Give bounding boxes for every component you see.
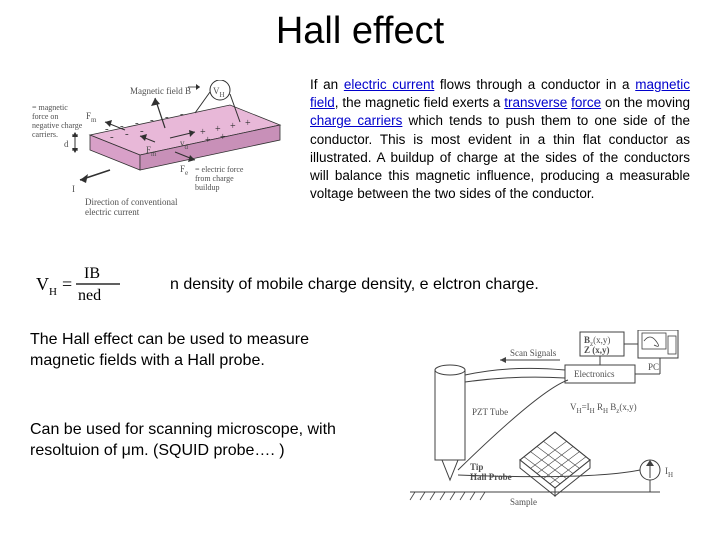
scanning-setup-diagram: Bz(x,y) Z (x,y) Scan Signals Electronics… (390, 330, 690, 510)
svg-text:carriers.: carriers. (32, 130, 58, 139)
svg-text:IB: IB (84, 265, 100, 282)
svg-text:VH: VH (36, 274, 57, 298)
term-link[interactable]: charge carriers (310, 113, 402, 128)
term-link[interactable]: force (571, 95, 601, 110)
svg-text:+: + (245, 118, 251, 129)
svg-text:+: + (205, 135, 211, 146)
formula-caption: n density of mobile charge density, e el… (170, 276, 539, 294)
svg-text:Hall Probe: Hall Probe (470, 472, 512, 482)
svg-text:-: - (120, 120, 124, 132)
hall-diagram: d --- --- --- +++ +++ Magnetic field B V… (30, 80, 300, 225)
svg-text:Fe: Fe (180, 164, 188, 177)
svg-text:=: = (62, 274, 72, 294)
svg-text:-: - (180, 108, 184, 120)
scanning-text: Can be used for scanning microscope, wit… (30, 420, 360, 462)
svg-text:VH=IH RH Bz(x,y): VH=IH RH Bz(x,y) (570, 402, 637, 415)
page-title: Hall effect (0, 10, 720, 53)
hall-probe-text: The Hall effect can be used to measure m… (30, 330, 360, 372)
svg-text:+: + (220, 132, 226, 143)
svg-text:I: I (72, 184, 75, 194)
svg-text:IH: IH (665, 466, 673, 479)
svg-text:buildup: buildup (195, 183, 219, 192)
svg-text:-: - (125, 128, 129, 140)
svg-text:= electric force: = electric force (195, 165, 244, 174)
svg-text:Magnetic field B: Magnetic field B (130, 86, 191, 96)
term-link[interactable]: electric current (344, 77, 434, 92)
svg-text:Scan Signals: Scan Signals (510, 348, 557, 358)
svg-text:Direction of conventional: Direction of conventional (85, 197, 178, 207)
svg-text:Tip: Tip (470, 462, 483, 472)
svg-text:= magnetic: = magnetic (32, 103, 68, 112)
svg-text:Z (x,y): Z (x,y) (584, 345, 610, 355)
svg-text:PZT Tube: PZT Tube (472, 407, 508, 417)
description-paragraph: If an electric current flows through a c… (310, 76, 690, 204)
svg-text:d: d (64, 139, 69, 149)
svg-text:from charge: from charge (195, 174, 234, 183)
svg-text:negative charge: negative charge (32, 121, 83, 130)
svg-text:PC: PC (648, 362, 659, 372)
term-link[interactable]: transverse (504, 95, 567, 110)
svg-text:electric current: electric current (85, 207, 140, 217)
svg-text:-: - (150, 114, 154, 126)
svg-text:force on: force on (32, 112, 58, 121)
svg-text:-: - (165, 111, 169, 123)
svg-text:Fm: Fm (86, 111, 97, 124)
svg-text:Sample: Sample (510, 497, 537, 507)
svg-text:+: + (230, 121, 236, 132)
svg-text:ned: ned (78, 287, 101, 304)
svg-text:-: - (135, 117, 139, 129)
hall-voltage-formula: VH = IB ned (30, 260, 150, 310)
svg-text:Electronics: Electronics (574, 369, 615, 379)
svg-text:-: - (110, 131, 114, 143)
